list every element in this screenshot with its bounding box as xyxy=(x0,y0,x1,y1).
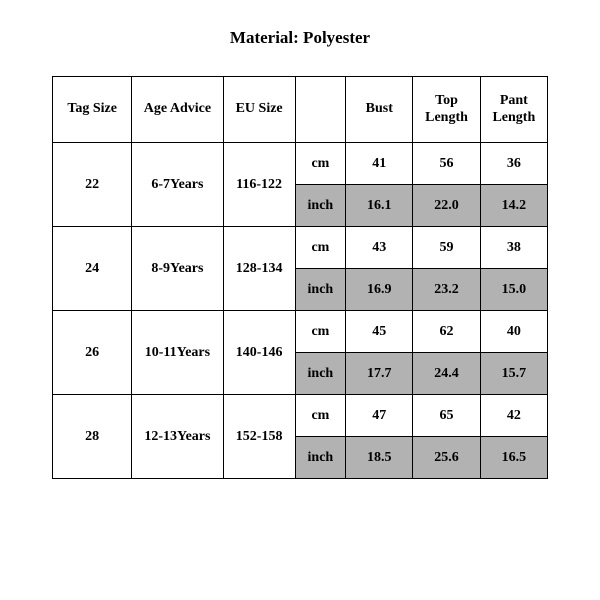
cell-bust-cm: 43 xyxy=(346,227,413,269)
cell-bust-inch: 17.7 xyxy=(346,353,413,395)
cell-tag-size: 22 xyxy=(53,143,132,227)
cell-tag-size: 24 xyxy=(53,227,132,311)
table-row: 26 10-11Years 140-146 cm 45 62 40 xyxy=(53,311,548,353)
table-row: 22 6-7Years 116-122 cm 41 56 36 xyxy=(53,143,548,185)
cell-top-inch: 24.4 xyxy=(413,353,480,395)
col-top-length: Top Length xyxy=(413,77,480,143)
cell-unit-inch: inch xyxy=(295,269,345,311)
col-age-advice: Age Advice xyxy=(132,77,223,143)
cell-age-advice: 8-9Years xyxy=(132,227,223,311)
cell-bust-cm: 47 xyxy=(346,395,413,437)
cell-pant-cm: 40 xyxy=(480,311,547,353)
cell-eu-size: 152-158 xyxy=(223,395,295,479)
table-row: 24 8-9Years 128-134 cm 43 59 38 xyxy=(53,227,548,269)
cell-unit-cm: cm xyxy=(295,311,345,353)
cell-bust-cm: 41 xyxy=(346,143,413,185)
cell-eu-size: 116-122 xyxy=(223,143,295,227)
cell-top-cm: 65 xyxy=(413,395,480,437)
cell-pant-inch: 15.0 xyxy=(480,269,547,311)
cell-tag-size: 28 xyxy=(53,395,132,479)
size-table: Tag Size Age Advice EU Size Bust Top Len… xyxy=(52,76,548,479)
cell-eu-size: 140-146 xyxy=(223,311,295,395)
cell-bust-inch: 18.5 xyxy=(346,437,413,479)
cell-top-inch: 23.2 xyxy=(413,269,480,311)
cell-unit-cm: cm xyxy=(295,143,345,185)
cell-top-inch: 22.0 xyxy=(413,185,480,227)
col-tag-size: Tag Size xyxy=(53,77,132,143)
cell-bust-inch: 16.9 xyxy=(346,269,413,311)
table-body: 22 6-7Years 116-122 cm 41 56 36 inch 16.… xyxy=(53,143,548,479)
cell-age-advice: 10-11Years xyxy=(132,311,223,395)
cell-unit-inch: inch xyxy=(295,185,345,227)
cell-eu-size: 128-134 xyxy=(223,227,295,311)
col-pant-length: Pant Length xyxy=(480,77,547,143)
cell-age-advice: 6-7Years xyxy=(132,143,223,227)
cell-pant-inch: 14.2 xyxy=(480,185,547,227)
cell-age-advice: 12-13Years xyxy=(132,395,223,479)
table-row: 28 12-13Years 152-158 cm 47 65 42 xyxy=(53,395,548,437)
cell-unit-inch: inch xyxy=(295,437,345,479)
cell-top-cm: 56 xyxy=(413,143,480,185)
col-unit xyxy=(295,77,345,143)
cell-unit-inch: inch xyxy=(295,353,345,395)
cell-pant-inch: 16.5 xyxy=(480,437,547,479)
cell-top-cm: 59 xyxy=(413,227,480,269)
table-header-row: Tag Size Age Advice EU Size Bust Top Len… xyxy=(53,77,548,143)
cell-unit-cm: cm xyxy=(295,227,345,269)
page-title: Material: Polyester xyxy=(52,28,548,48)
col-pant-length-label: Pant Length xyxy=(481,93,547,127)
cell-bust-cm: 45 xyxy=(346,311,413,353)
cell-pant-cm: 38 xyxy=(480,227,547,269)
cell-pant-inch: 15.7 xyxy=(480,353,547,395)
cell-pant-cm: 42 xyxy=(480,395,547,437)
cell-unit-cm: cm xyxy=(295,395,345,437)
cell-top-inch: 25.6 xyxy=(413,437,480,479)
col-top-length-label: Top Length xyxy=(413,93,479,127)
col-eu-size: EU Size xyxy=(223,77,295,143)
cell-pant-cm: 36 xyxy=(480,143,547,185)
cell-tag-size: 26 xyxy=(53,311,132,395)
cell-top-cm: 62 xyxy=(413,311,480,353)
cell-bust-inch: 16.1 xyxy=(346,185,413,227)
page: Material: Polyester Tag Size Age Advice … xyxy=(0,0,600,600)
col-bust: Bust xyxy=(346,77,413,143)
